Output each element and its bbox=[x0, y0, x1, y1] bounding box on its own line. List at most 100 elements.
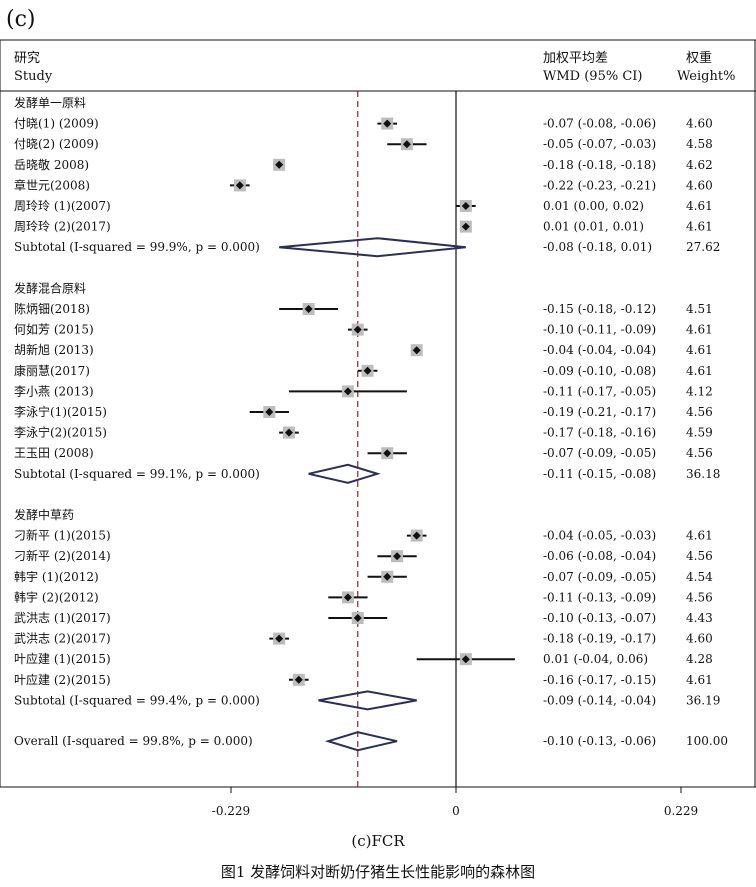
subtotal-weight-value: 36.18 bbox=[686, 467, 720, 481]
figure-title: 图1 发酵饲料对断奶仔猪生长性能影响的森林图 bbox=[221, 863, 535, 881]
point-estimate-marker bbox=[304, 305, 313, 313]
effect-ci-value: -0.16 (-0.17, -0.15) bbox=[543, 673, 656, 687]
study-label: 岳晓敬 2008) bbox=[14, 158, 89, 172]
weight-value: 4.59 bbox=[686, 426, 713, 440]
weight-value: 4.61 bbox=[686, 529, 713, 543]
point-estimate-marker bbox=[284, 428, 293, 437]
point-estimate-marker bbox=[294, 675, 303, 684]
point-estimate-marker bbox=[402, 140, 411, 149]
study-label: 王玉田 (2008) bbox=[14, 446, 94, 460]
point-estimate-marker bbox=[275, 634, 284, 643]
effect-ci-value: -0.05 (-0.07, -0.03) bbox=[543, 137, 656, 151]
weight-value: 4.61 bbox=[686, 364, 713, 378]
subtotal-label: Subtotal (I-squared = 99.1%, p = 0.000) bbox=[14, 467, 260, 481]
study-label: 李小燕 (2013) bbox=[14, 383, 94, 398]
effect-ci-value: -0.19 (-0.21, -0.17) bbox=[543, 405, 656, 419]
header-wmd-cn: 加权平均差 bbox=[543, 50, 608, 66]
effect-ci-value: -0.11 (-0.13, -0.09) bbox=[543, 590, 656, 604]
effect-ci-value: -0.04 (-0.05, -0.03) bbox=[543, 529, 656, 543]
weight-value: 4.61 bbox=[686, 220, 713, 234]
point-estimate-marker bbox=[412, 346, 421, 355]
study-label: 叶应建 (1)(2015) bbox=[14, 651, 111, 666]
x-tick-label: 0 bbox=[452, 804, 460, 818]
effect-ci-value: -0.10 (-0.11, -0.09) bbox=[543, 323, 656, 337]
effect-ci-value: -0.17 (-0.18, -0.16) bbox=[543, 426, 656, 440]
study-label: 叶应建 (2)(2015) bbox=[14, 672, 111, 687]
effect-ci-value: -0.10 (-0.13, -0.07) bbox=[543, 611, 656, 625]
weight-value: 4.60 bbox=[686, 117, 713, 131]
study-label: 胡新旭 (2013) bbox=[14, 342, 94, 357]
weight-value: 4.61 bbox=[686, 199, 713, 213]
weight-value: 4.62 bbox=[686, 158, 713, 172]
study-label: 周玲玲 (1)(2007) bbox=[14, 199, 111, 213]
study-label: 康丽慧(2017) bbox=[14, 363, 90, 378]
effect-ci-value: 0.01 (0.00, 0.02) bbox=[543, 199, 644, 213]
weight-value: 4.12 bbox=[686, 384, 713, 398]
effect-ci-value: -0.04 (-0.04, -0.04) bbox=[543, 343, 656, 357]
subtotal-ci-value: -0.09 (-0.14, -0.04) bbox=[543, 693, 656, 707]
group-heading: 发酵单一原料 bbox=[14, 95, 86, 110]
point-estimate-marker bbox=[383, 119, 392, 128]
point-estimate-marker bbox=[412, 531, 421, 540]
weight-value: 4.61 bbox=[686, 673, 713, 687]
point-estimate-marker bbox=[265, 408, 274, 416]
study-label: 何如芳 (2015) bbox=[14, 322, 94, 337]
point-estimate-marker bbox=[383, 572, 392, 581]
subtotal-ci-value: -0.08 (-0.18, 0.01) bbox=[543, 240, 652, 254]
subtotal-label: Subtotal (I-squared = 99.4%, p = 0.000) bbox=[14, 693, 260, 707]
point-estimate-marker bbox=[363, 366, 372, 375]
study-label: 李泳宁(2)(2015) bbox=[14, 425, 107, 440]
point-estimate-marker bbox=[461, 222, 470, 231]
effect-ci-value: -0.09 (-0.10, -0.08) bbox=[543, 364, 656, 378]
overall-diamond bbox=[324, 731, 398, 752]
effect-ci-value: -0.18 (-0.19, -0.17) bbox=[543, 632, 656, 646]
overall-ci-value: -0.10 (-0.13, -0.06) bbox=[543, 734, 656, 748]
study-label: 韩宇 (1)(2012) bbox=[14, 569, 99, 584]
subtotal-diamond bbox=[308, 463, 381, 484]
effect-ci-value: 0.01 (-0.04, 0.06) bbox=[543, 652, 648, 666]
weight-value: 4.56 bbox=[686, 590, 713, 604]
header-study-en: Study bbox=[14, 69, 53, 84]
point-estimate-marker bbox=[275, 160, 284, 169]
weight-value: 4.28 bbox=[686, 652, 713, 666]
weight-value: 4.56 bbox=[686, 446, 713, 460]
point-estimate-marker bbox=[383, 449, 392, 458]
effect-ci-value: -0.06 (-0.08, -0.04) bbox=[543, 549, 656, 563]
effect-ci-value: -0.07 (-0.08, -0.06) bbox=[543, 117, 656, 131]
panel-label: (c) bbox=[6, 7, 36, 32]
study-label: 武洪志 (2)(2017) bbox=[14, 632, 111, 646]
subtotal-diamond bbox=[279, 237, 466, 258]
subtotal-weight-value: 36.19 bbox=[686, 693, 720, 707]
weight-value: 4.60 bbox=[686, 632, 713, 646]
group-heading: 发酵中草药 bbox=[14, 507, 74, 522]
point-estimate-marker bbox=[461, 655, 470, 664]
point-estimate-marker bbox=[235, 181, 244, 190]
weight-value: 4.43 bbox=[686, 611, 713, 625]
weight-value: 4.54 bbox=[686, 570, 713, 584]
subtotal-diamond bbox=[318, 690, 417, 711]
effect-ci-value: 0.01 (0.01, 0.01) bbox=[543, 220, 644, 234]
x-tick-label: -0.229 bbox=[212, 804, 250, 818]
header-wmd-en: WMD (95% CI) bbox=[543, 69, 642, 84]
overall-label: Overall (I-squared = 99.8%, p = 0.000) bbox=[14, 734, 253, 748]
x-tick-label: 0.229 bbox=[664, 804, 698, 818]
weight-value: 4.56 bbox=[686, 549, 713, 563]
point-estimate-marker bbox=[353, 325, 362, 334]
point-estimate-marker bbox=[461, 202, 470, 210]
chart-caption: (c)FCR bbox=[351, 832, 405, 850]
subtotal-weight-value: 27.62 bbox=[686, 240, 720, 254]
effect-ci-value: -0.22 (-0.23, -0.21) bbox=[543, 178, 656, 192]
effect-ci-value: -0.07 (-0.09, -0.05) bbox=[543, 570, 656, 584]
point-estimate-marker bbox=[343, 387, 352, 396]
study-label: 刁新平 (1)(2015) bbox=[14, 528, 111, 543]
study-label: 付晓(2) (2009) bbox=[14, 137, 99, 151]
study-label: 付晓(1) (2009) bbox=[14, 117, 99, 131]
header-weight-cn: 权重 bbox=[686, 50, 712, 66]
effect-ci-value: -0.15 (-0.18, -0.12) bbox=[543, 302, 656, 316]
subtotal-label: Subtotal (I-squared = 99.9%, p = 0.000) bbox=[14, 240, 260, 254]
effect-ci-value: -0.18 (-0.18, -0.18) bbox=[543, 158, 656, 172]
weight-value: 4.51 bbox=[686, 302, 713, 316]
